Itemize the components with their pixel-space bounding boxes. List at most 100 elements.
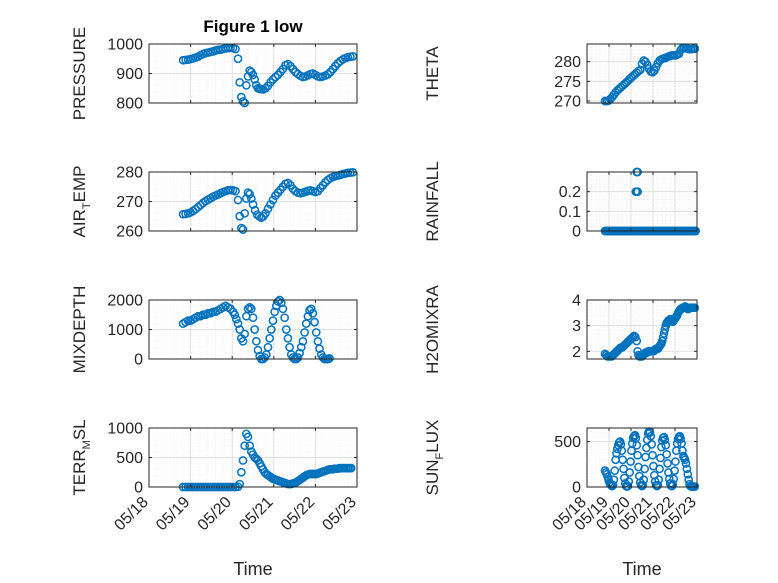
data-point	[250, 325, 260, 334]
y-axis-label: MIXDEPTH	[70, 286, 89, 374]
data-point	[640, 464, 649, 474]
y-axis-label-main: AIR	[70, 209, 89, 237]
data-point	[671, 457, 680, 466]
data-point	[647, 439, 657, 449]
y-axis-label-main: MIXDEPTH	[70, 286, 89, 374]
data-point	[261, 83, 270, 93]
chart-title: Figure 1 low	[203, 17, 303, 36]
data-point	[266, 200, 275, 209]
y-axis-label-main: PRESSURE	[70, 27, 89, 121]
y-axis-label: H2OMIXRA	[423, 284, 442, 373]
axes-frame	[586, 427, 698, 488]
data-point	[654, 475, 664, 485]
data-point	[321, 177, 330, 187]
data-point	[281, 325, 291, 334]
data-point	[235, 479, 245, 489]
data-point	[645, 428, 655, 437]
data-point	[648, 450, 657, 460]
subplot-6: 2 3 4 H2OMIXRA	[423, 284, 700, 374]
data-point	[238, 225, 248, 234]
x-axis-label: Time	[233, 559, 272, 579]
data-point	[237, 467, 246, 477]
y-tick-label: 280	[116, 165, 143, 182]
data-point	[658, 332, 668, 342]
data-point	[656, 453, 665, 463]
data-point	[191, 204, 200, 214]
series-points	[178, 43, 358, 108]
data-point	[306, 304, 316, 314]
y-axis-label-subscript: T	[81, 202, 93, 209]
subplot-5: 0 1000 2000 MIXDEPTH	[70, 286, 358, 374]
data-point	[280, 313, 289, 323]
y-axis-label-subscript: F	[434, 452, 446, 459]
y-tick-label: 280	[554, 54, 581, 71]
data-point	[276, 298, 286, 308]
data-point	[283, 178, 293, 188]
data-point	[658, 433, 668, 443]
y-tick-label: 1000	[107, 421, 143, 438]
y-tick-label: 0.1	[559, 204, 581, 221]
data-point	[240, 329, 250, 339]
y-tick-label: 0	[134, 352, 143, 369]
data-point	[614, 438, 624, 447]
axes-background	[587, 172, 697, 231]
subplot-7: 0 500 1000 TERRMSL 05/18 05/19 05/20 05/21 05/22…	[70, 419, 360, 579]
y-tick-label: 900	[116, 66, 143, 83]
data-point	[626, 457, 635, 466]
y-axis-label: RAINFALL	[423, 161, 442, 241]
data-point	[682, 464, 692, 474]
data-point	[624, 477, 634, 486]
data-point	[235, 325, 245, 334]
y-axis-label-main: SUN	[423, 459, 442, 495]
y-axis-label: AIRTEMP	[70, 166, 93, 238]
x-tick-label: 05/18	[111, 494, 151, 534]
data-point	[263, 342, 273, 352]
x-tick-label: 05/23	[319, 494, 359, 534]
data-point	[633, 450, 642, 460]
data-point	[325, 354, 334, 363]
data-point	[683, 469, 693, 479]
axes-frame	[586, 299, 698, 360]
y-tick-label: 500	[554, 434, 581, 451]
data-point	[278, 304, 288, 314]
data-point	[240, 441, 250, 451]
data-point	[250, 206, 260, 215]
data-point	[245, 441, 255, 451]
data-point	[268, 316, 278, 325]
data-point	[653, 480, 663, 490]
data-point	[625, 468, 635, 477]
data-point	[660, 435, 670, 445]
y-axis-label-main: THETA	[423, 46, 442, 101]
data-point	[323, 70, 333, 79]
data-point	[230, 310, 240, 320]
data-point	[680, 455, 690, 465]
data-point	[263, 204, 273, 214]
subplot-3: 260 270 280 AIRTEMP	[70, 165, 358, 241]
data-point	[248, 313, 258, 323]
data-point	[311, 328, 321, 337]
y-tick-label: 0.2	[559, 184, 581, 201]
data-point	[619, 464, 628, 474]
data-point	[265, 334, 274, 343]
data-point	[300, 328, 309, 337]
data-point	[248, 70, 258, 80]
y-axis-label-main: TERR	[70, 449, 89, 495]
y-axis-label: PRESSURE	[70, 27, 89, 121]
x-axis-label: Time	[622, 559, 661, 579]
data-point	[237, 223, 246, 233]
data-point	[183, 316, 193, 325]
data-point	[271, 72, 280, 82]
data-point	[670, 466, 679, 476]
data-point	[238, 97, 248, 106]
subplot-1: 800 900 1000 PRESSURE Figure 1 low	[70, 17, 358, 121]
data-point	[243, 304, 253, 314]
data-point	[240, 208, 250, 218]
data-point	[310, 317, 319, 327]
data-point	[231, 186, 240, 196]
data-point	[246, 194, 256, 203]
data-point	[649, 470, 659, 480]
data-point	[315, 344, 324, 354]
data-point	[250, 75, 260, 84]
y-tick-label: 800	[116, 96, 143, 113]
